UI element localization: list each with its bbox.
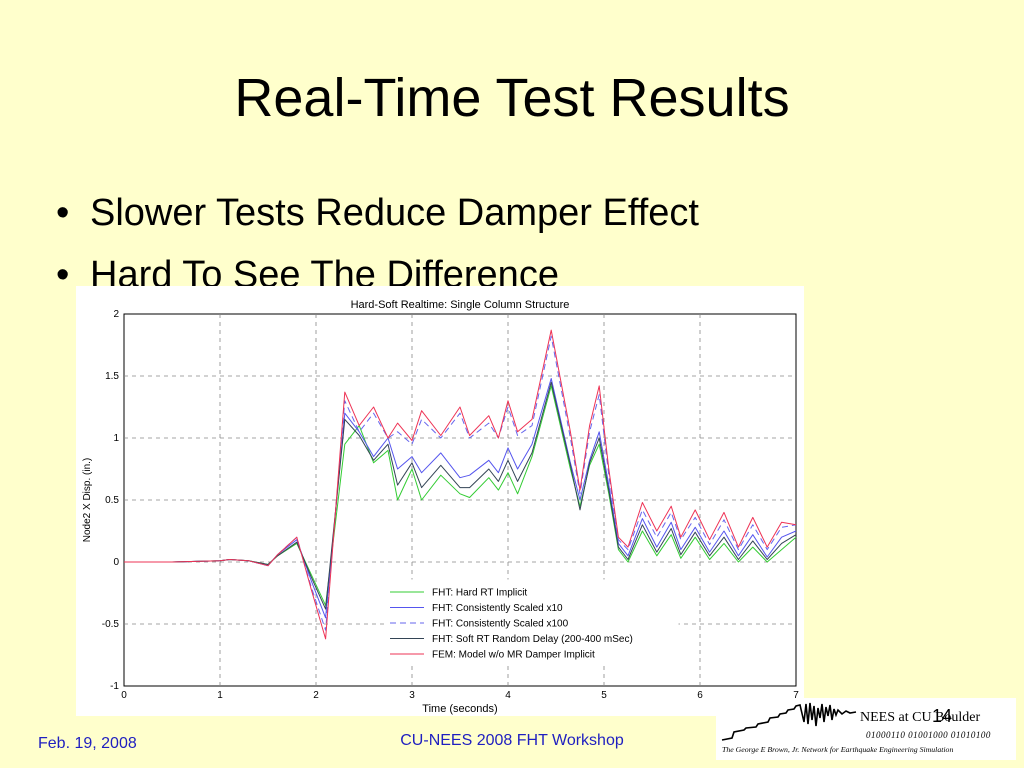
slide-number: 14 — [932, 706, 953, 726]
footer-date: Feb. 19, 2008 — [38, 735, 137, 752]
x-tick-label: 6 — [697, 690, 703, 701]
x-tick-label: 2 — [313, 690, 319, 701]
legend-label: FHT: Soft RT Random Delay (200-400 mSec) — [432, 634, 633, 645]
y-axis-label: Node2 X Disp. (in.) — [82, 458, 93, 542]
chart-title: Hard-Soft Realtime: Single Column Struct… — [351, 299, 570, 311]
x-tick-label: 5 — [601, 690, 607, 701]
bullet-list: Slower Tests Reduce Damper Effect Hard T… — [56, 182, 699, 306]
y-tick-label: 1 — [113, 433, 119, 444]
logo-name: NEES at CU Boulder — [860, 710, 981, 725]
y-tick-label: -0.5 — [102, 619, 120, 630]
legend-label: FHT: Hard RT Implicit — [432, 588, 527, 599]
x-tick-label: 3 — [409, 690, 415, 701]
logo-subtitle: The George E Brown, Jr. Network for Eart… — [722, 745, 954, 754]
legend-label: FHT: Consistently Scaled x100 — [432, 619, 569, 630]
legend-label: FHT: Consistently Scaled x10 — [432, 603, 563, 614]
y-tick-label: 0.5 — [105, 495, 119, 506]
chart-panel: 0 1 2 3 4 5 6 7 -1 -0.5 0 0.5 1 1.5 2 Hard-Soft Realtim… — [76, 286, 804, 716]
footer-title: CU-NEES 2008 FHT Workshop — [400, 732, 624, 749]
x-tick-label: 4 — [505, 690, 511, 701]
bullet-item: Slower Tests Reduce Damper Effect — [56, 182, 699, 244]
y-tick-label: 2 — [113, 309, 119, 320]
x-tick-label: 0 — [121, 690, 127, 701]
y-tick-label: -1 — [110, 681, 119, 692]
x-axis-label: Time (seconds) — [422, 703, 497, 715]
series-line — [124, 329, 797, 640]
x-tick-label: 7 — [793, 690, 799, 701]
slide-title: Real-Time Test Results — [234, 68, 790, 128]
line-chart: 0 1 2 3 4 5 6 7 -1 -0.5 0 0.5 1 1.5 2 Hard-Soft Realtim… — [82, 299, 799, 715]
logo-binary: 01000110 01001000 01010100 — [866, 730, 991, 740]
seismograph-icon — [721, 702, 857, 741]
y-tick-label: 0 — [113, 557, 119, 568]
legend-box — [385, 579, 679, 665]
y-tick-label: 1.5 — [105, 371, 119, 382]
legend-label: FEM: Model w/o MR Damper Implicit — [432, 650, 595, 661]
x-tick-label: 1 — [217, 690, 223, 701]
nees-logo: NEES at CU Boulder 01000110 01001000 010… — [716, 698, 1016, 760]
